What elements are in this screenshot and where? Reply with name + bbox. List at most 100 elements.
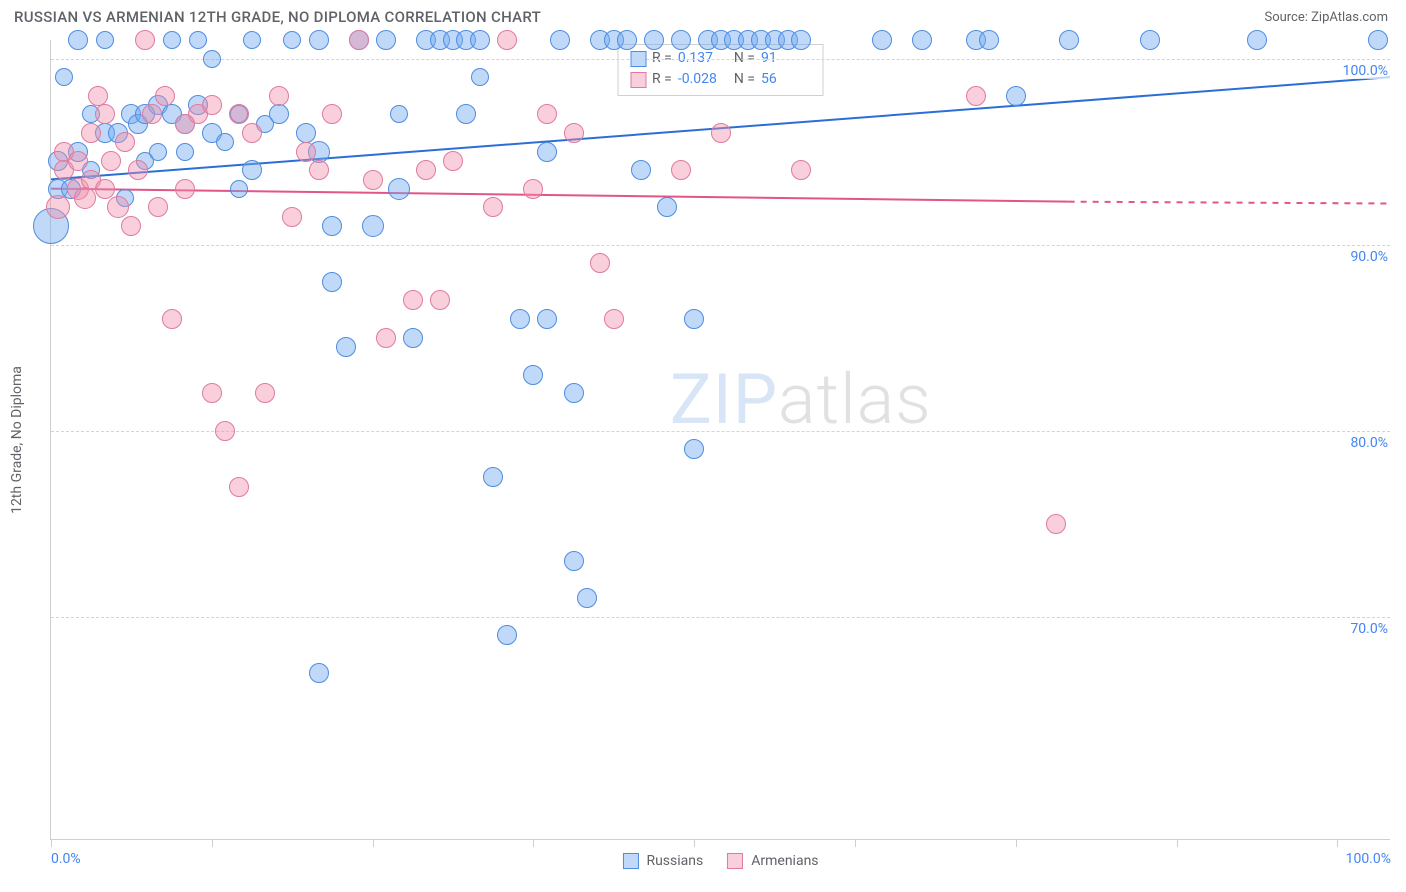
data-point[interactable]: [68, 151, 88, 171]
data-point[interactable]: [390, 105, 408, 123]
data-point[interactable]: [363, 170, 383, 190]
data-point[interactable]: [456, 104, 476, 124]
data-point[interactable]: [979, 30, 999, 50]
data-point[interactable]: [229, 477, 249, 497]
data-point[interactable]: [336, 337, 356, 357]
data-point[interactable]: [684, 439, 704, 459]
data-point[interactable]: [96, 31, 114, 49]
data-point[interactable]: [430, 290, 450, 310]
data-point[interactable]: [631, 160, 651, 180]
data-point[interactable]: [322, 104, 342, 124]
data-point[interactable]: [155, 86, 175, 106]
data-point[interactable]: [1006, 86, 1026, 106]
data-point[interactable]: [148, 197, 168, 217]
data-point[interactable]: [537, 309, 557, 329]
data-point[interactable]: [142, 104, 162, 124]
data-point[interactable]: [483, 467, 503, 487]
data-point[interactable]: [966, 86, 986, 106]
data-point[interactable]: [471, 68, 489, 86]
data-point[interactable]: [590, 253, 610, 273]
data-point[interactable]: [107, 196, 129, 218]
data-point[interactable]: [1140, 30, 1160, 50]
data-point[interactable]: [1046, 514, 1066, 534]
data-point[interactable]: [162, 309, 182, 329]
data-point[interactable]: [1247, 30, 1267, 50]
data-point[interactable]: [617, 30, 637, 50]
data-point[interactable]: [577, 588, 597, 608]
data-point[interactable]: [230, 180, 248, 198]
data-point[interactable]: [229, 104, 249, 124]
data-point[interactable]: [242, 123, 262, 143]
data-point[interactable]: [74, 187, 96, 209]
data-point[interactable]: [322, 216, 342, 236]
data-point[interactable]: [564, 383, 584, 403]
data-point[interactable]: [135, 30, 155, 50]
data-point[interactable]: [283, 31, 301, 49]
data-point[interactable]: [255, 383, 275, 403]
data-point[interactable]: [684, 309, 704, 329]
data-point[interactable]: [176, 143, 194, 161]
data-point[interactable]: [376, 30, 396, 50]
data-point[interactable]: [791, 30, 811, 50]
legend-item[interactable]: Armenians: [727, 853, 818, 869]
data-point[interactable]: [202, 95, 222, 115]
data-point[interactable]: [163, 31, 181, 49]
data-point[interactable]: [296, 123, 316, 143]
data-point[interactable]: [791, 160, 811, 180]
data-point[interactable]: [537, 142, 557, 162]
data-point[interactable]: [657, 197, 677, 217]
data-point[interactable]: [403, 290, 423, 310]
data-point[interactable]: [95, 179, 115, 199]
data-point[interactable]: [388, 178, 410, 200]
data-point[interactable]: [296, 142, 316, 162]
data-point[interactable]: [88, 86, 108, 106]
data-point[interactable]: [215, 421, 235, 441]
data-point[interactable]: [523, 365, 543, 385]
data-point[interactable]: [376, 328, 396, 348]
data-point[interactable]: [309, 160, 329, 180]
data-point[interactable]: [189, 31, 207, 49]
data-point[interactable]: [175, 179, 195, 199]
data-point[interactable]: [604, 309, 624, 329]
data-point[interactable]: [497, 30, 517, 50]
data-point[interactable]: [121, 216, 141, 236]
data-point[interactable]: [242, 160, 262, 180]
data-point[interactable]: [149, 143, 167, 161]
data-point[interactable]: [872, 30, 892, 50]
data-point[interactable]: [537, 104, 557, 124]
data-point[interactable]: [309, 663, 329, 683]
data-point[interactable]: [644, 30, 664, 50]
data-point[interactable]: [46, 195, 70, 219]
data-point[interactable]: [81, 123, 101, 143]
data-point[interactable]: [403, 328, 423, 348]
data-point[interactable]: [497, 625, 517, 645]
data-point[interactable]: [912, 30, 932, 50]
data-point[interactable]: [269, 104, 289, 124]
data-point[interactable]: [1368, 30, 1388, 50]
data-point[interactable]: [128, 160, 148, 180]
data-point[interactable]: [203, 50, 221, 68]
data-point[interactable]: [282, 207, 302, 227]
data-point[interactable]: [55, 68, 73, 86]
data-point[interactable]: [309, 30, 329, 50]
data-point[interactable]: [564, 551, 584, 571]
data-point[interactable]: [243, 31, 261, 49]
data-point[interactable]: [510, 309, 530, 329]
data-point[interactable]: [101, 151, 121, 171]
data-point[interactable]: [269, 86, 289, 106]
data-point[interactable]: [1059, 30, 1079, 50]
data-point[interactable]: [564, 123, 584, 143]
data-point[interactable]: [115, 132, 135, 152]
data-point[interactable]: [483, 197, 503, 217]
data-point[interactable]: [711, 123, 731, 143]
data-point[interactable]: [550, 30, 570, 50]
data-point[interactable]: [322, 272, 342, 292]
data-point[interactable]: [362, 215, 384, 237]
data-point[interactable]: [68, 30, 88, 50]
legend-item[interactable]: Russians: [622, 853, 703, 869]
data-point[interactable]: [416, 160, 436, 180]
data-point[interactable]: [202, 383, 222, 403]
data-point[interactable]: [443, 151, 463, 171]
data-point[interactable]: [349, 30, 369, 50]
data-point[interactable]: [523, 179, 543, 199]
